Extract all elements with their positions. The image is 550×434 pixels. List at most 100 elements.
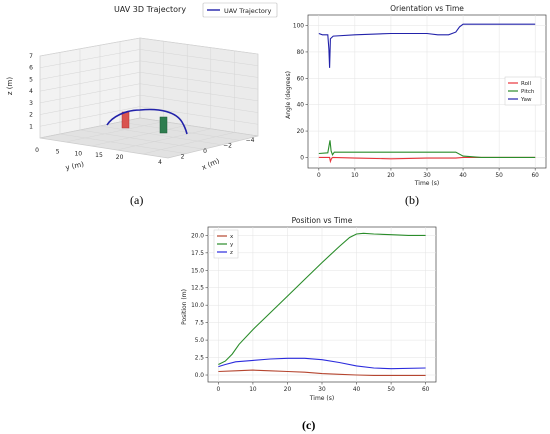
y-tick-label: 15 [95,152,103,159]
chart-c-ylabel: Position (m) [181,289,188,325]
x-tick-label: 40 [459,173,467,179]
y-tick-label: 0 [300,155,304,161]
x-axis-label: x (m) [201,157,222,172]
y-tick-label: 0.0 [195,373,205,379]
grid-line-floor [91,124,188,147]
y-tick-label: 20.0 [191,233,204,239]
x-tick-label: 30 [423,173,431,179]
legend-label: y [230,242,234,248]
grid-line-z-left [39,83,141,104]
grid-line-floor [142,132,235,155]
grid-line-z-right [139,72,259,90]
y-tick-label: 7.5 [195,321,205,327]
panel-a: UAV 3D Trajectory UAV Trajectory z (m) y… [0,0,285,190]
chart-b-title: Orientation vs Time [390,4,464,13]
z-tick-label: 2 [29,112,33,119]
y-tick-label: 0 [35,147,39,154]
y-tick-label: 40 [297,103,305,109]
z-axis-label: z (m) [6,77,14,95]
series-line-y [218,232,426,365]
y-tick-label: 20 [116,154,124,161]
grid-line-z-left [39,106,141,127]
grid-line-floor [119,121,241,141]
x-tick-label: 10 [249,387,257,393]
grid-line-z-right [139,83,259,102]
y-tick-label: 20 [297,129,305,135]
y-tick-label: 10.0 [191,303,204,309]
y-tick-label: 80 [297,50,305,56]
legend-label: Pitch [521,89,535,95]
y-tick-label: 10 [74,150,82,157]
caption-b: (b) [405,193,419,207]
x-tick-label: 20 [387,173,395,179]
y-tick-label: 5 [56,149,60,156]
x-tick-label: −4 [246,137,255,144]
grid-a [39,37,259,155]
chart-b-ylabel: Angle (degrees) [285,71,292,119]
y-tick-label: 100 [293,24,304,30]
grid-line-floor [79,129,205,150]
grid-line-z-left [39,60,141,80]
y-tick-label: 2.5 [195,356,205,362]
chart-b-xlabel: Time (s) [414,180,439,187]
grid-line-z-left [39,72,141,92]
grid-line-floor [116,128,211,151]
chart-c-xlabel: Time (s) [309,395,334,402]
series-line-z [218,357,426,370]
x-tick-label: 40 [353,387,361,393]
x-tick-label: 0 [217,387,221,393]
x-tick-label: 0 [203,148,207,155]
x-tick-label: −2 [223,143,232,150]
caption-c: (c) [302,418,316,432]
series-line-pitch [318,140,536,158]
x-tick-label: 0 [317,173,321,179]
z-tick-label: 3 [29,100,33,107]
obstacle-red [121,111,130,129]
grid-line-z-right [139,49,259,66]
x-tick-label: 10 [351,173,359,179]
y-tick-label: 17.5 [191,251,204,257]
legend-a-label: UAV Trajectory [224,7,272,15]
y-tick-label: 5.0 [195,338,205,344]
grid-line-z-right [139,60,259,78]
grid-line-z-right [139,94,259,113]
legend-label: x [230,234,234,240]
chart-b: Orientation vs Time Angle (degrees) Time… [285,4,547,187]
z-tick-label: 5 [29,76,33,83]
x-tick-label: 60 [531,173,539,179]
x-tick-label: 2 [181,154,185,161]
y-axis-label: y (m) [65,160,85,172]
chart-c: Position vs Time Position (m) Time (s) 0… [181,216,437,402]
x-tick-label: 20 [284,387,292,393]
z-tick-label: 1 [29,123,33,130]
panel-b: Orientation vs Time Angle (degrees) Time… [282,0,550,192]
y-tick-label: 12.5 [191,286,204,292]
plot-c: 0 10 20 30 40 50 60 0.0 2.5 5.0 7.5 10.0 12.5 15.0 17.… [191,226,437,393]
plot-b: 0 10 20 30 40 50 60 0 20 40 60 80 100 Roll Pitch Yaw [293,14,547,179]
x-tick-label: 50 [387,387,395,393]
z-tick-label: 6 [29,65,33,72]
y-tick-label: 15.0 [191,268,204,274]
trajectory-line [106,108,188,135]
legend-label: z [230,250,233,256]
legend-label: Roll [521,81,531,87]
caption-a: (a) [130,193,144,207]
grid-line-z-left [39,94,141,115]
x-tick-label: 50 [495,173,503,179]
series-line-yaw [318,23,536,68]
legend-a [202,2,278,18]
grid-line-floor [65,121,164,143]
x-tick-label: 30 [318,387,326,393]
x-tick-label: 60 [422,387,430,393]
y-tick-label: 60 [297,76,305,82]
grid-line-z-left [39,37,141,57]
chart-c-title: Position vs Time [292,216,353,225]
grid-line-z-left [39,49,141,68]
series-line-roll [318,156,536,164]
chart-a-title: UAV 3D Trajectory [114,5,186,14]
grid-line-z-right [139,37,259,55]
legend-label: Yaw [520,97,532,103]
z-tick-label: 4 [29,88,33,95]
x-tick-label: 4 [158,159,162,166]
